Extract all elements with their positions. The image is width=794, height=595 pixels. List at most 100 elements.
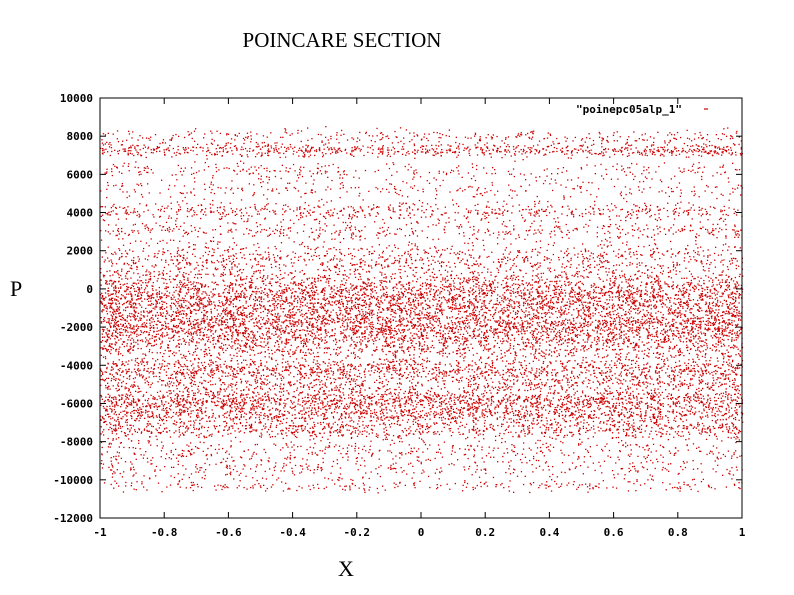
data-point — [481, 293, 484, 295]
data-point — [348, 293, 350, 295]
data-point — [459, 250, 461, 253]
data-point — [106, 196, 108, 199]
data-point — [404, 251, 406, 253]
data-point — [603, 154, 605, 156]
data-point — [688, 285, 691, 287]
data-point — [470, 137, 472, 139]
data-point — [339, 231, 341, 233]
data-point — [496, 237, 499, 239]
data-point — [425, 216, 427, 218]
data-point — [163, 210, 165, 213]
data-point — [589, 137, 591, 140]
data-point — [647, 269, 649, 271]
data-point — [117, 153, 119, 155]
data-point — [226, 151, 229, 153]
data-point — [517, 251, 520, 253]
data-point — [712, 223, 714, 226]
data-point — [571, 210, 573, 212]
data-point — [419, 310, 421, 312]
data-point — [574, 284, 577, 287]
data-point — [131, 229, 133, 232]
data-point — [417, 249, 419, 251]
data-point — [379, 139, 381, 141]
data-point — [176, 259, 178, 261]
data-point — [242, 148, 244, 151]
data-point — [290, 146, 292, 148]
data-point — [494, 209, 496, 211]
data-point — [348, 253, 350, 255]
data-point — [474, 196, 476, 198]
data-point — [135, 240, 137, 242]
data-point — [626, 142, 628, 144]
data-point — [714, 186, 717, 188]
data-point — [260, 165, 262, 167]
data-point — [700, 134, 702, 136]
data-point — [738, 234, 740, 236]
data-point — [212, 204, 214, 206]
data-point — [260, 155, 262, 157]
data-point — [624, 148, 626, 150]
data-point — [426, 180, 428, 182]
data-point — [401, 148, 403, 150]
data-point — [232, 153, 234, 155]
data-point — [119, 188, 121, 190]
data-point — [188, 281, 190, 283]
data-point — [138, 260, 140, 262]
data-point — [626, 286, 629, 288]
data-point — [396, 171, 398, 173]
data-point — [374, 171, 376, 173]
data-point — [357, 211, 360, 213]
data-point — [233, 169, 235, 171]
data-point — [525, 272, 527, 275]
data-point — [272, 190, 274, 192]
data-point — [175, 154, 177, 156]
data-point — [124, 212, 126, 214]
data-point — [619, 276, 622, 279]
data-point — [628, 248, 630, 250]
data-point — [164, 142, 167, 144]
data-point — [565, 147, 567, 149]
data-point — [252, 150, 254, 152]
data-point — [265, 229, 267, 231]
data-point — [210, 130, 212, 132]
data-point — [126, 253, 129, 255]
data-point — [561, 206, 563, 208]
data-point — [738, 169, 741, 171]
data-point — [264, 152, 266, 154]
data-point — [539, 252, 541, 254]
data-point — [256, 225, 259, 228]
data-point — [111, 150, 113, 153]
data-point — [637, 216, 639, 219]
data-point — [326, 171, 328, 173]
data-point — [224, 215, 226, 217]
data-point — [241, 155, 243, 157]
data-point — [445, 265, 448, 267]
data-point — [332, 163, 334, 166]
data-point — [170, 208, 173, 210]
data-point — [111, 168, 113, 170]
data-point — [207, 253, 209, 256]
data-point — [590, 284, 592, 286]
data-point — [724, 281, 727, 284]
data-point — [711, 281, 714, 283]
data-point — [405, 262, 407, 264]
data-point — [345, 221, 347, 224]
data-point — [379, 132, 382, 134]
data-point — [250, 138, 252, 140]
data-point — [733, 208, 735, 210]
data-point — [342, 171, 345, 173]
data-point — [445, 173, 448, 176]
data-point — [430, 284, 432, 287]
data-point — [396, 228, 399, 230]
data-point — [287, 182, 289, 184]
data-point — [609, 210, 611, 212]
data-point — [734, 225, 736, 228]
data-point — [410, 249, 412, 251]
data-point — [435, 188, 437, 190]
data-point — [703, 166, 705, 168]
data-point — [721, 229, 723, 231]
data-point — [553, 285, 555, 287]
data-point — [289, 182, 291, 184]
data-point — [114, 251, 116, 253]
data-point — [573, 275, 575, 277]
